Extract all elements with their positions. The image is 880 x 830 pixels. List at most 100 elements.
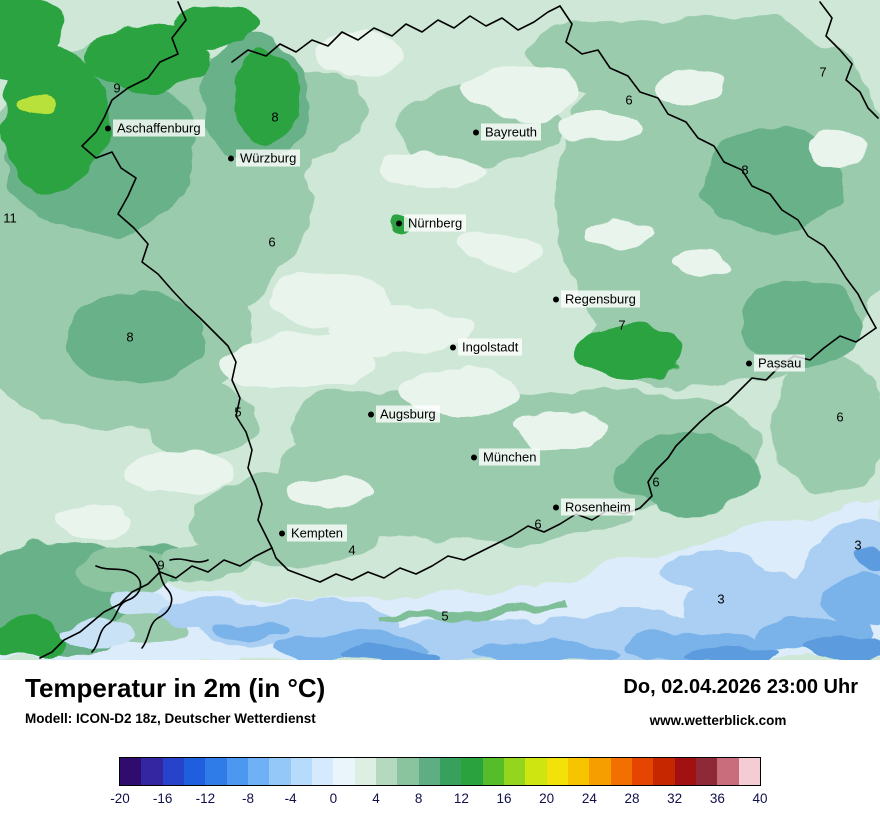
colorbar-tick-label: 16 xyxy=(496,791,512,806)
colorbar-tick-label: 4 xyxy=(372,791,380,806)
colorbar-segment xyxy=(269,758,291,785)
colorbar-ticks: -20 -16 -12 -8 -4 0 4 8 12 16 20 24 28 32 36 40 xyxy=(110,791,767,809)
city-label: Ingolstadt xyxy=(458,338,523,356)
city-marker-passau: Passau xyxy=(746,354,806,372)
colorbar-segment xyxy=(311,758,334,785)
colorbar-segment xyxy=(674,758,696,785)
city-dot-icon xyxy=(228,155,234,161)
colorbar-segment xyxy=(162,758,184,785)
city-marker-kempten: Kempten xyxy=(279,524,348,542)
colorbar-tick-label: 24 xyxy=(581,791,597,806)
city-marker-ingolstadt: Ingolstadt xyxy=(450,338,523,356)
colorbar-segment xyxy=(653,758,675,785)
colorbar-segment xyxy=(397,758,419,785)
colorbar-tick-label: -16 xyxy=(152,791,173,806)
colorbar-segment xyxy=(610,758,632,785)
colorbar-segment xyxy=(461,758,483,785)
colorbar-tick-label: -20 xyxy=(110,791,130,806)
colorbar-tick-label: 20 xyxy=(539,791,555,806)
temp-value-label: 8 xyxy=(126,329,134,345)
city-marker-augsburg: Augsburg xyxy=(368,405,440,423)
map-terrain-layer xyxy=(0,0,880,660)
city-dot-icon xyxy=(279,530,285,536)
colorbar-segment xyxy=(482,758,504,785)
temp-value-label: 9 xyxy=(113,80,121,96)
colorbar-segment xyxy=(567,758,590,785)
temp-value-label: 11 xyxy=(3,210,17,226)
colorbar-segment xyxy=(738,758,760,785)
temp-value-label: 9 xyxy=(157,557,165,573)
colorbar-segment xyxy=(631,758,654,785)
forecast-datetime: Do, 02.04.2026 23:00 Uhr xyxy=(623,676,858,698)
colorbar-tick-label: 36 xyxy=(709,791,725,806)
city-label: Rosenheim xyxy=(561,498,635,516)
city-dot-icon xyxy=(105,125,111,131)
temperature-colorbar xyxy=(119,757,761,786)
colorbar-segment xyxy=(717,758,739,785)
colorbar-segment xyxy=(226,758,248,785)
city-marker-nürnberg: Nürnberg xyxy=(396,214,467,232)
city-dot-icon xyxy=(746,360,752,366)
city-label: Aschaffenburg xyxy=(113,119,205,137)
colorbar-tick-label: 28 xyxy=(624,791,640,806)
colorbar-tick-label: 0 xyxy=(329,791,338,806)
colorbar-tick-label: -8 xyxy=(241,791,255,806)
colorbar-segment xyxy=(205,758,227,785)
temp-value-label: 6 xyxy=(625,92,633,108)
city-label: Nürnberg xyxy=(404,214,467,232)
temp-value-label: 3 xyxy=(854,537,862,553)
colorbar-tick-label: 12 xyxy=(453,791,469,806)
colorbar-segment xyxy=(546,758,568,785)
city-dot-icon xyxy=(553,296,559,302)
temp-value-label: 6 xyxy=(652,474,660,490)
colorbar-segment xyxy=(695,758,718,785)
colorbar-segment xyxy=(333,758,355,785)
colorbar-tick-label: 8 xyxy=(414,791,423,806)
city-label: Passau xyxy=(754,354,806,372)
colorbar-segment xyxy=(439,758,462,785)
model-info: Modell: ICON-D2 18z, Deutscher Wetterdie… xyxy=(25,711,316,726)
city-dot-icon xyxy=(450,344,456,350)
colorbar-segment xyxy=(354,758,376,785)
colorbar-tick-label: -4 xyxy=(284,791,297,806)
city-dot-icon xyxy=(396,220,402,226)
colorbar-segment xyxy=(503,758,526,785)
colorbar-segment xyxy=(247,758,270,785)
city-label: Kempten xyxy=(287,524,348,542)
colorbar-segment xyxy=(290,758,312,785)
temp-value-label: 6 xyxy=(534,516,542,532)
colorbar-tick-label: 32 xyxy=(667,791,683,806)
temp-value-label: 5 xyxy=(234,404,242,420)
colorbar-segment xyxy=(141,758,163,785)
colorbar-segment xyxy=(589,758,611,785)
city-label: München xyxy=(479,448,541,466)
city-marker-rosenheim: Rosenheim xyxy=(553,498,635,516)
legend-panel: Temperatur in 2m (in °C) Modell: ICON-D2… xyxy=(0,660,880,830)
city-label: Bayreuth xyxy=(481,123,542,141)
city-label: Regensburg xyxy=(561,290,640,308)
map-title: Temperatur in 2m (in °C) xyxy=(25,673,326,703)
website-url: www.wetterblick.com xyxy=(649,713,787,728)
colorbar-tick-label: 40 xyxy=(752,791,768,806)
weather-map xyxy=(0,0,880,660)
temp-value-label: 7 xyxy=(618,317,626,333)
city-dot-icon xyxy=(473,129,479,135)
temp-value-label: 6 xyxy=(268,234,276,250)
city-marker-münchen: München xyxy=(471,448,541,466)
temp-value-label: 4 xyxy=(348,542,356,558)
temp-value-label: 7 xyxy=(819,64,827,80)
colorbar-segment xyxy=(525,758,547,785)
temp-value-label: 8 xyxy=(271,109,279,125)
temp-value-label: 3 xyxy=(717,591,725,607)
city-marker-bayreuth: Bayreuth xyxy=(473,123,542,141)
city-label: Augsburg xyxy=(376,405,440,423)
city-label: Würzburg xyxy=(236,149,301,167)
city-marker-regensburg: Regensburg xyxy=(553,290,640,308)
city-dot-icon xyxy=(471,454,477,460)
city-dot-icon xyxy=(553,504,559,510)
map-overlay: Aschaffenburg Würzburg Bayreuth Nürnberg Reg… xyxy=(3,64,862,624)
colorbar-segment xyxy=(120,758,142,785)
city-dot-icon xyxy=(368,411,374,417)
temp-value-label: 6 xyxy=(836,409,844,425)
